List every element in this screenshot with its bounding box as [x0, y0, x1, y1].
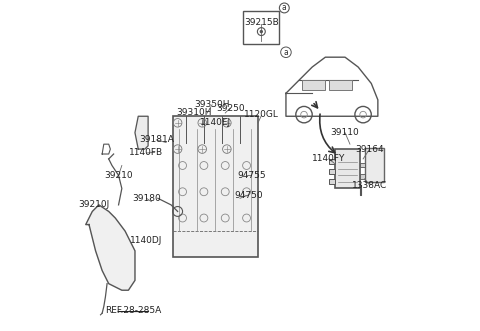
Bar	[243, 11, 279, 44]
Text: 39181A: 39181A	[139, 135, 174, 144]
Text: 39215B: 39215B	[244, 18, 279, 27]
Bar	[329, 169, 335, 174]
Text: 39210J: 39210J	[78, 200, 109, 210]
Text: a: a	[282, 3, 287, 13]
Bar	[329, 179, 335, 184]
Text: 1338AC: 1338AC	[352, 181, 387, 190]
Bar	[329, 159, 335, 164]
Text: 39180: 39180	[132, 194, 161, 203]
Text: 94750: 94750	[234, 191, 263, 200]
Polygon shape	[135, 116, 148, 149]
Text: a: a	[284, 48, 288, 57]
Text: REF.28-285A: REF.28-285A	[105, 306, 161, 315]
Bar	[360, 174, 365, 179]
Text: 94755: 94755	[237, 171, 266, 180]
Text: 39110: 39110	[331, 128, 360, 137]
Bar	[329, 80, 351, 90]
Bar	[335, 149, 360, 188]
Bar	[365, 148, 384, 182]
Text: 1140EJ: 1140EJ	[200, 118, 231, 127]
Text: 39350H: 39350H	[194, 100, 230, 109]
Text: 1120GL: 1120GL	[244, 110, 279, 119]
Text: 1140FB: 1140FB	[130, 148, 164, 157]
Circle shape	[260, 30, 262, 32]
Bar	[173, 116, 258, 258]
Text: 39250: 39250	[216, 104, 244, 113]
Text: 39164: 39164	[355, 145, 384, 154]
Polygon shape	[86, 205, 135, 290]
Bar	[302, 80, 325, 90]
Text: 39210: 39210	[104, 171, 133, 180]
Text: 39310H: 39310H	[176, 109, 212, 118]
Text: 1140FY: 1140FY	[312, 155, 345, 164]
Text: 1140DJ: 1140DJ	[130, 236, 163, 246]
Bar	[360, 163, 365, 167]
